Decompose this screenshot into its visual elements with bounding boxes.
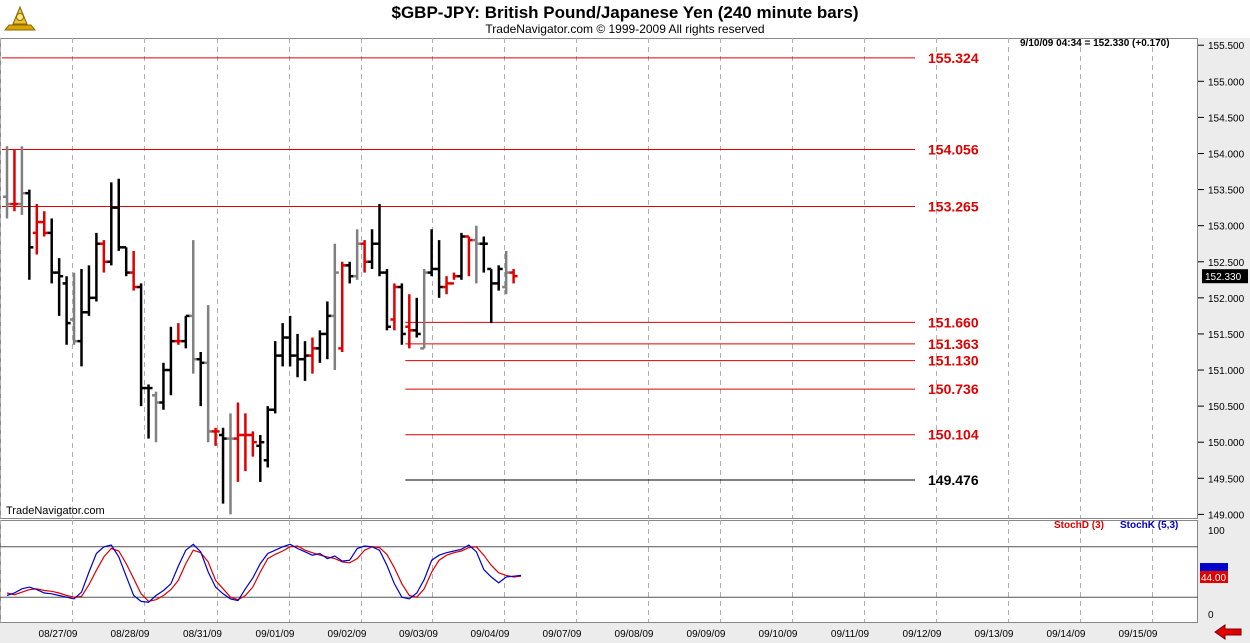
- x-tick-label: 09/09/09: [687, 629, 726, 640]
- y-tick-label: 151.000: [1208, 366, 1245, 377]
- stoch-y-tick-label: 100: [1208, 526, 1225, 537]
- x-tick-label: 09/03/09: [399, 629, 438, 640]
- y-tick-label: 154.000: [1208, 149, 1245, 160]
- y-tick-label: 150.500: [1208, 402, 1245, 413]
- stoch-y-tick-label: 0: [1208, 610, 1214, 621]
- trade-navigator-logo-icon: [3, 5, 37, 31]
- level-label: 149.476: [928, 472, 979, 488]
- y-tick-label: 149.000: [1208, 510, 1245, 521]
- x-tick-label: 09/13/09: [975, 629, 1014, 640]
- stochd-legend: StochD (3): [1054, 520, 1104, 531]
- y-tick-label: 152.500: [1208, 258, 1245, 269]
- scroll-left-arrow-icon[interactable]: [1213, 624, 1243, 640]
- x-tick-label: 09/10/09: [759, 629, 798, 640]
- stochk-value-marker: [1200, 563, 1228, 572]
- chart-header: $GBP-JPY: British Pound/Japanese Yen (24…: [0, 0, 1250, 38]
- level-label: 150.736: [928, 381, 979, 397]
- y-tick-label: 153.000: [1208, 222, 1245, 233]
- chart-subtitle: TradeNavigator.com © 1999-2009 All right…: [485, 22, 765, 36]
- y-tick-label: 153.500: [1208, 186, 1245, 197]
- watermark: TradeNavigator.com: [6, 505, 105, 517]
- price-readout: 9/10/09 04:34 = 152.330 (+0.170): [1020, 38, 1170, 49]
- stochd-value-box: [1200, 571, 1228, 584]
- x-tick-label: 09/15/09: [1119, 629, 1158, 640]
- x-tick-label: 09/12/09: [903, 629, 942, 640]
- stochk-line: [6, 543, 522, 603]
- level-label: 153.265: [928, 199, 979, 215]
- x-tick-label: 09/07/09: [543, 629, 582, 640]
- y-tick-label: 149.500: [1208, 474, 1245, 485]
- x-tick-label: 08/28/09: [111, 629, 150, 640]
- y-tick-label: 154.500: [1208, 113, 1245, 124]
- x-tick-label: 09/08/09: [615, 629, 654, 640]
- x-tick-label: 09/04/09: [471, 629, 510, 640]
- level-label: 151.660: [928, 314, 979, 330]
- price-axis-panel: [1198, 38, 1250, 643]
- y-tick-label: 151.500: [1208, 330, 1245, 341]
- level-label: 155.324: [928, 50, 979, 66]
- x-tick-label: 09/11/09: [831, 629, 870, 640]
- level-label: 151.130: [928, 353, 979, 369]
- stoch-value-label: 44.00: [1201, 573, 1226, 584]
- x-tick-label: 09/02/09: [328, 629, 367, 640]
- y-tick-label: 152.000: [1208, 294, 1245, 305]
- y-tick-label: 150.000: [1208, 438, 1245, 449]
- x-tick-label: 08/31/09: [183, 629, 222, 640]
- stoch-panel-border: [0, 520, 1198, 623]
- level-label: 154.056: [928, 141, 979, 157]
- price-panel-border: [0, 38, 1198, 519]
- y-tick-label: 155.500: [1208, 41, 1245, 52]
- stochk-legend: StochK (5,3): [1120, 520, 1179, 531]
- date-axis-panel: [0, 622, 1198, 643]
- stochd-line: [6, 545, 522, 603]
- last-price-label: 152.330: [1205, 272, 1242, 283]
- level-label: 150.104: [928, 427, 979, 443]
- chart-title: $GBP-JPY: British Pound/Japanese Yen (24…: [391, 3, 859, 22]
- x-tick-label: 09/14/09: [1047, 629, 1086, 640]
- x-tick-label: 09/01/09: [256, 629, 295, 640]
- y-tick-label: 155.000: [1208, 77, 1245, 88]
- last-price-box: [1202, 269, 1248, 284]
- x-tick-label: 08/27/09: [39, 629, 78, 640]
- level-label: 151.363: [928, 336, 979, 352]
